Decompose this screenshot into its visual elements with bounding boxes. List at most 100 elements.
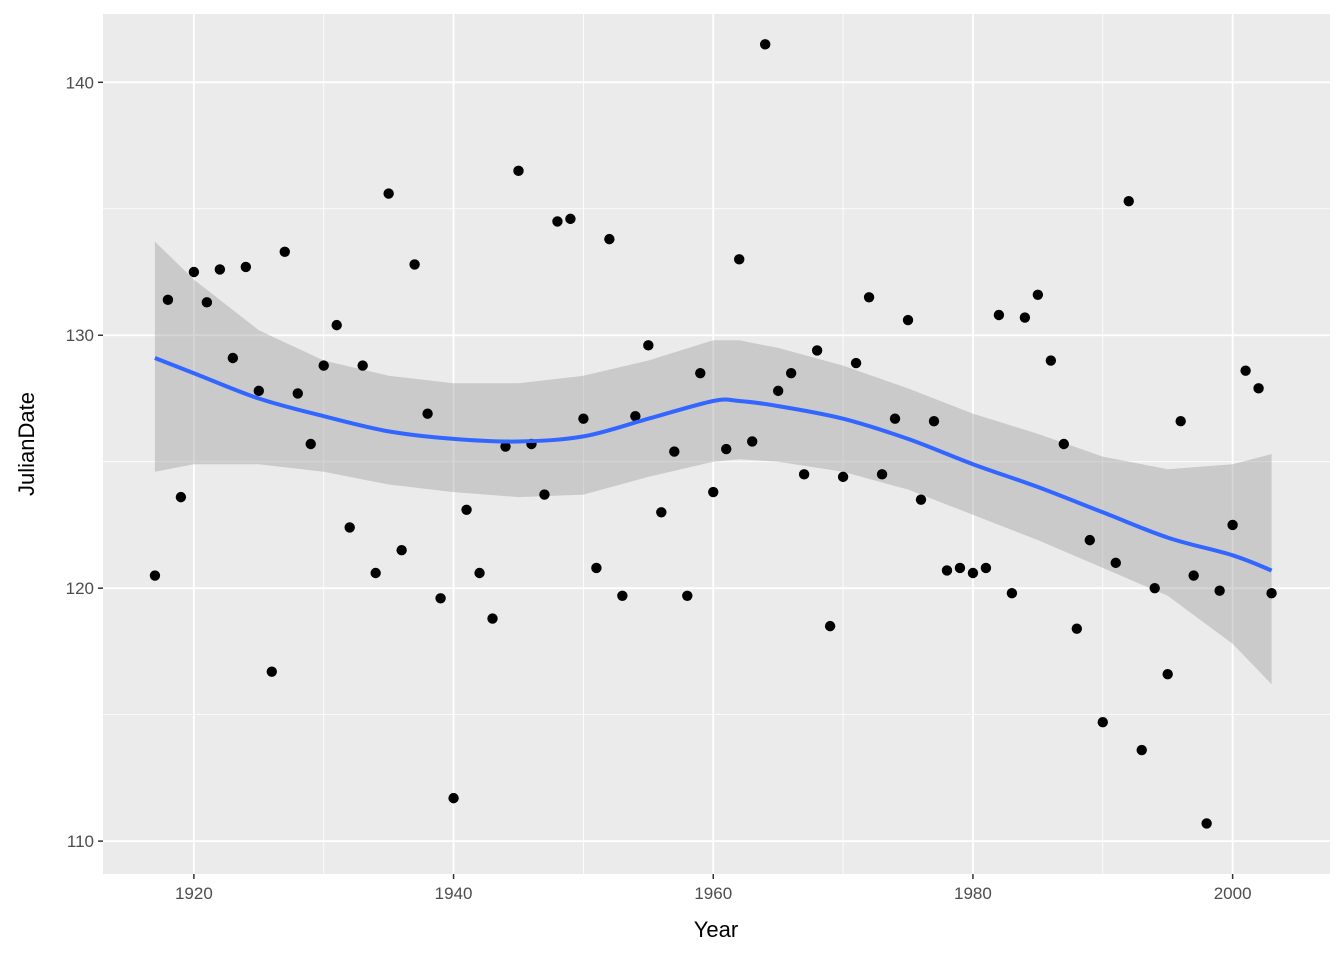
- axes: 1920 1940 1960 1980 2000 110 120 130 140: [66, 73, 1252, 903]
- data-point: [1071, 623, 1083, 634]
- y-tick-label: 140: [66, 73, 94, 92]
- data-point: [1266, 588, 1277, 599]
- data-point: [383, 188, 394, 199]
- confidence-band-area: [154, 241, 1272, 685]
- data-point: [279, 246, 290, 257]
- data-point: [240, 261, 252, 273]
- data-point: [175, 491, 187, 503]
- y-tick-label: 130: [66, 326, 94, 345]
- data-point: [1240, 365, 1251, 376]
- data-point: [461, 504, 472, 515]
- data-point: [253, 385, 265, 397]
- data-point: [850, 357, 862, 369]
- smooth-line: [154, 356, 1273, 573]
- data-point: [266, 666, 277, 677]
- data-point: [837, 471, 849, 483]
- data-point: [344, 522, 355, 533]
- data-point: [747, 436, 758, 447]
- data-point: [1136, 744, 1147, 756]
- data-point: [396, 545, 407, 556]
- data-point: [941, 565, 953, 576]
- data-point: [1058, 438, 1070, 450]
- data-point: [1188, 570, 1199, 581]
- data-point: [643, 340, 654, 351]
- data-point: [227, 352, 239, 364]
- data-point: [993, 309, 1005, 321]
- data-point: [474, 567, 485, 579]
- data-point: [656, 507, 667, 518]
- data-point: [1253, 383, 1264, 394]
- data-point: [915, 494, 927, 505]
- data-point: [162, 294, 174, 306]
- smooth-trend-line: [154, 356, 1273, 573]
- x-tick-label: 1920: [175, 884, 213, 903]
- data-point: [902, 314, 914, 326]
- data-point: [863, 292, 875, 303]
- data-point: [552, 216, 563, 227]
- x-tick-label: 1940: [435, 884, 473, 903]
- data-point: [695, 367, 706, 379]
- data-point: [357, 360, 368, 371]
- data-point: [954, 562, 966, 574]
- data-point: [565, 213, 576, 225]
- data-point: [539, 489, 550, 500]
- data-point: [1019, 312, 1031, 323]
- data-point: [201, 297, 213, 308]
- data-point: [331, 319, 342, 331]
- data-point: [214, 264, 226, 275]
- data-point: [604, 233, 615, 245]
- data-point: [785, 367, 797, 379]
- data-point: [448, 792, 459, 804]
- confidence-band: [154, 241, 1272, 685]
- data-point: [1149, 582, 1160, 594]
- data-point: [513, 165, 524, 177]
- data-point: [1175, 416, 1186, 427]
- data-point: [1123, 195, 1134, 207]
- data-point: [708, 486, 719, 498]
- data-point: [1227, 519, 1238, 531]
- y-axis-title: JulianDate: [14, 392, 39, 496]
- x-tick-label: 1980: [954, 884, 992, 903]
- data-point: [682, 590, 693, 601]
- data-point: [1201, 818, 1212, 829]
- x-axis-title: Year: [694, 917, 738, 942]
- data-point: [409, 259, 420, 270]
- data-point: [798, 469, 810, 480]
- data-point: [578, 413, 589, 424]
- data-point: [669, 446, 680, 457]
- data-point: [980, 562, 992, 574]
- data-point: [1110, 557, 1121, 569]
- x-tick-label: 1960: [694, 884, 732, 903]
- data-point: [188, 266, 200, 278]
- data-points: [149, 39, 1277, 829]
- data-point: [734, 254, 745, 265]
- data-point: [772, 385, 784, 397]
- data-point: [721, 443, 732, 455]
- data-point: [591, 562, 602, 574]
- data-point: [1032, 289, 1044, 300]
- data-point: [1045, 355, 1057, 366]
- data-point: [1097, 717, 1108, 728]
- data-point: [1162, 668, 1173, 680]
- data-point: [318, 360, 329, 371]
- data-point: [500, 441, 511, 452]
- data-point: [1006, 588, 1018, 599]
- data-point: [1084, 534, 1095, 546]
- data-point: [928, 416, 940, 427]
- data-point: [617, 590, 628, 601]
- data-point: [292, 388, 303, 399]
- data-point: [305, 438, 316, 450]
- data-point: [967, 567, 979, 579]
- data-point: [149, 570, 161, 581]
- data-point: [370, 567, 381, 579]
- y-tick-label: 120: [66, 579, 94, 598]
- data-point: [630, 410, 641, 422]
- data-point: [487, 613, 498, 624]
- data-point: [889, 413, 901, 424]
- data-point: [876, 469, 888, 480]
- data-point: [1214, 585, 1225, 596]
- data-point: [824, 620, 836, 632]
- x-tick-label: 2000: [1214, 884, 1252, 903]
- grid-lines: [103, 14, 1330, 874]
